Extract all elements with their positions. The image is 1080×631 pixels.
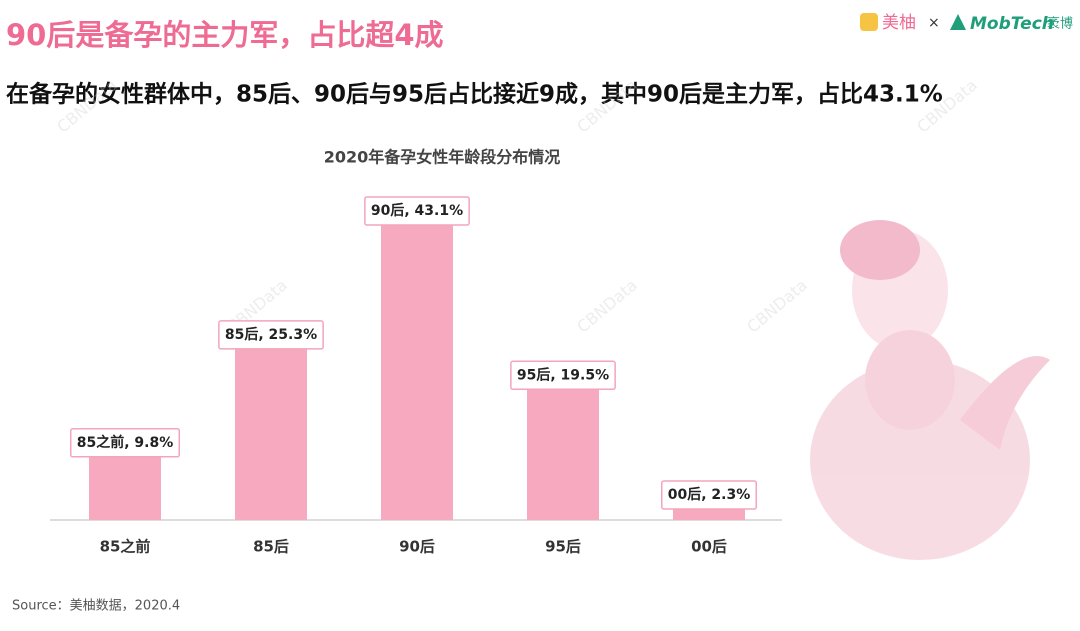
wing	[960, 356, 1050, 450]
subtitle: 在备孕的女性群体中，85后、90后与95后占比接近9成，其中90后是主力军，占比…	[6, 81, 943, 108]
bar	[381, 220, 453, 520]
logo-right: MobTech	[970, 14, 1054, 34]
value-label-box	[364, 196, 470, 226]
title: 90后是备孕的主力军，占比超4成	[6, 18, 444, 52]
logo-left: 美柚	[882, 13, 916, 33]
value-label-box	[510, 360, 616, 391]
value-label: 90后, 43.1%	[371, 202, 463, 219]
x-tick-label: 85之前	[100, 538, 151, 556]
value-label-box	[218, 320, 324, 350]
x-tick-label: 95后	[545, 538, 581, 556]
hair	[840, 220, 920, 280]
chart-title: 2020年备孕女性年龄段分布情况	[324, 148, 561, 167]
value-label-box	[69, 428, 181, 458]
source: Source：美柚数据，2020.4	[12, 599, 180, 614]
logo-sep: ×	[928, 15, 940, 31]
logo-right-icon	[950, 14, 966, 30]
value-label: 85后, 25.3%	[225, 326, 317, 343]
value-label: 95后, 19.5%	[517, 366, 609, 383]
logo-icon	[860, 13, 878, 31]
value-label-box	[660, 480, 758, 510]
x-tick-label: 00后	[691, 538, 727, 556]
logo-right-cn: 袤博	[1047, 16, 1073, 32]
x-tick-label: 85后	[253, 538, 289, 556]
value-label: 85之前, 9.8%	[77, 434, 174, 451]
illustration	[810, 220, 1050, 560]
bar	[527, 384, 599, 520]
value-label: 00后, 2.3%	[668, 486, 751, 503]
x-tick-label: 90后	[399, 538, 435, 556]
body	[865, 330, 955, 430]
bar	[235, 343, 307, 520]
bar	[89, 451, 161, 520]
